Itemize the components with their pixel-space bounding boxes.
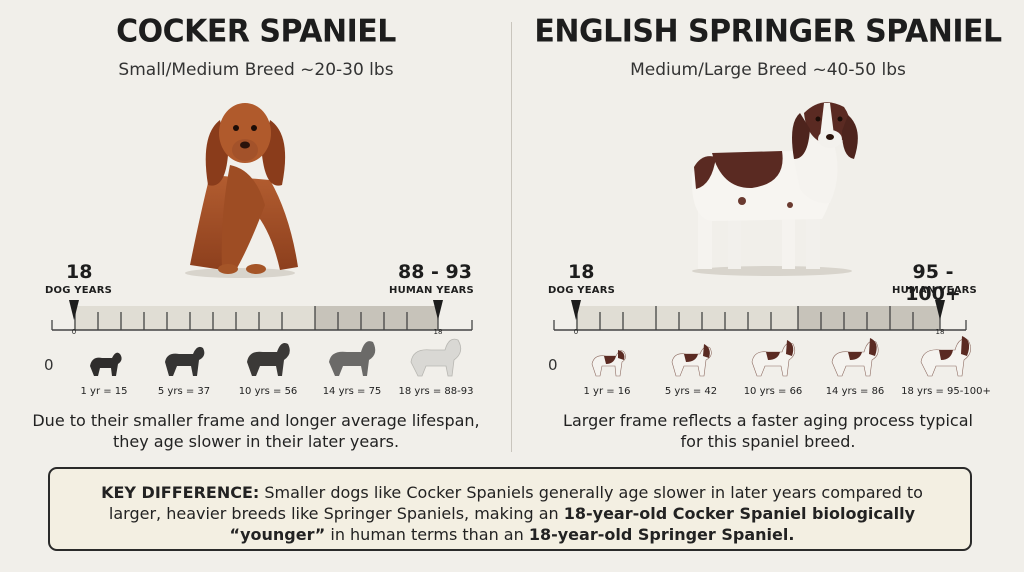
springer-subtitle: Medium/Large Breed ~40-50 lbs bbox=[630, 60, 906, 80]
cocker-human-years-value: 88 - 93 bbox=[398, 261, 472, 283]
cocker-dog-years-value: 18 bbox=[66, 261, 93, 283]
springer-milestone-1: 1 yr = 16 bbox=[564, 344, 650, 397]
cocker-zero-label: 0 bbox=[44, 356, 54, 374]
cocker-age-timeline: 0 18 bbox=[51, 300, 473, 336]
key-difference-lead: KEY DIFFERENCE: bbox=[101, 483, 260, 502]
key-difference-bold3: 18-year-old Springer Spaniel. bbox=[528, 525, 795, 544]
cocker-dog-years-label: DOG YEARS bbox=[45, 285, 113, 296]
cocker-milestone-1: 1 yr = 15 bbox=[61, 346, 147, 397]
springer-milestone-5-label: 18 yrs = 95-100+ bbox=[901, 386, 991, 397]
elderly-dog-silhouette-icon bbox=[410, 338, 462, 377]
senior-dog-silhouette-icon bbox=[329, 341, 376, 376]
cocker-milestone-1-label: 1 yr = 15 bbox=[80, 386, 128, 397]
springer-milestone-4-label: 14 yrs = 86 bbox=[825, 386, 885, 397]
key-difference-part2: larger, heavier breeds like Springer Spa… bbox=[108, 504, 564, 523]
springer-dog-years-value: 18 bbox=[568, 261, 595, 283]
puppy-silhouette-icon bbox=[90, 352, 122, 376]
cocker-milestone-5: 18 yrs = 88-93 bbox=[393, 334, 479, 397]
springer-milestone-4: 14 yrs = 86 bbox=[812, 336, 898, 397]
panel-divider bbox=[511, 22, 512, 452]
elderly-spotted-dog-icon bbox=[920, 336, 972, 377]
springer-scale-start: 0 bbox=[574, 328, 578, 336]
cocker-milestone-4: 14 yrs = 75 bbox=[309, 336, 395, 397]
cocker-milestone-4-label: 14 yrs = 75 bbox=[322, 386, 382, 397]
key-difference-bold2: “younger” bbox=[229, 525, 326, 544]
senior-spotted-dog-icon bbox=[831, 338, 879, 377]
young-spotted-dog-icon bbox=[671, 344, 712, 377]
young-dog-silhouette-icon bbox=[165, 346, 205, 376]
springer-age-timeline: 0 18 bbox=[553, 300, 967, 336]
springer-title: ENGLISH SPRINGER SPANIEL bbox=[534, 13, 1002, 50]
cocker-caption: Due to their smaller frame and longer av… bbox=[0, 410, 512, 452]
cocker-milestone-5-label: 18 yrs = 88-93 bbox=[398, 386, 474, 397]
adult-dog-silhouette-icon bbox=[247, 343, 290, 376]
springer-caption-line2: for this spaniel breed. bbox=[680, 432, 856, 451]
adult-spotted-dog-icon bbox=[751, 340, 796, 377]
springer-milestone-3: 10 yrs = 66 bbox=[730, 338, 816, 397]
cocker-title: COCKER SPANIEL bbox=[116, 13, 396, 50]
springer-dog-years-label: DOG YEARS bbox=[548, 285, 616, 296]
key-difference-bold1: 18-year-old Cocker Spaniel biologically bbox=[563, 504, 916, 523]
cocker-milestone-2-label: 5 yrs = 37 bbox=[157, 386, 211, 397]
cocker-spaniel-illustration bbox=[185, 103, 298, 278]
cocker-milestone-3-label: 10 yrs = 56 bbox=[238, 386, 298, 397]
springer-caption: Larger frame reflects a faster aging pro… bbox=[512, 410, 1024, 452]
springer-milestone-2: 5 yrs = 42 bbox=[648, 340, 734, 397]
springer-human-years-value: 95 - 100+ bbox=[905, 261, 961, 305]
key-difference-part1: Smaller dogs like Cocker Spaniels genera… bbox=[259, 483, 923, 502]
cocker-subtitle: Small/Medium Breed ~20-30 lbs bbox=[118, 60, 394, 80]
springer-zero-label: 0 bbox=[548, 356, 558, 374]
cocker-milestone-3: 10 yrs = 56 bbox=[225, 338, 311, 397]
key-difference-box: KEY DIFFERENCE: Smaller dogs like Cocker… bbox=[48, 467, 972, 551]
springer-milestone-1-label: 1 yr = 16 bbox=[583, 386, 631, 397]
key-difference-part3: in human terms than an bbox=[325, 525, 529, 544]
springer-caption-line1: Larger frame reflects a faster aging pro… bbox=[563, 411, 973, 430]
springer-human-years-label: HUMAN YEARS bbox=[892, 285, 977, 296]
springer-spaniel-panel: ENGLISH SPRINGER SPANIEL Medium/Large Br… bbox=[512, 0, 1024, 460]
puppy-spotted-dog-icon bbox=[591, 350, 626, 377]
springer-milestone-2-label: 5 yrs = 42 bbox=[664, 386, 718, 397]
cocker-human-years-label: HUMAN YEARS bbox=[389, 285, 474, 296]
cocker-scale-start: 0 bbox=[72, 328, 76, 336]
cocker-caption-line1: Due to their smaller frame and longer av… bbox=[32, 411, 480, 430]
springer-milestone-3-label: 10 yrs = 66 bbox=[743, 386, 803, 397]
springer-milestone-5: 18 yrs = 95-100+ bbox=[896, 334, 996, 397]
springer-scale-end: 18 bbox=[936, 328, 945, 336]
springer-spaniel-illustration bbox=[691, 102, 858, 276]
cocker-spaniel-panel: COCKER SPANIEL Small/Medium Breed ~20-30… bbox=[0, 0, 512, 460]
cocker-scale-end: 18 bbox=[434, 328, 443, 336]
key-difference-text: KEY DIFFERENCE: Smaller dogs like Cocker… bbox=[50, 482, 974, 545]
cocker-milestone-2: 5 yrs = 37 bbox=[141, 340, 227, 397]
cocker-caption-line2: they age slower in their later years. bbox=[112, 432, 400, 451]
